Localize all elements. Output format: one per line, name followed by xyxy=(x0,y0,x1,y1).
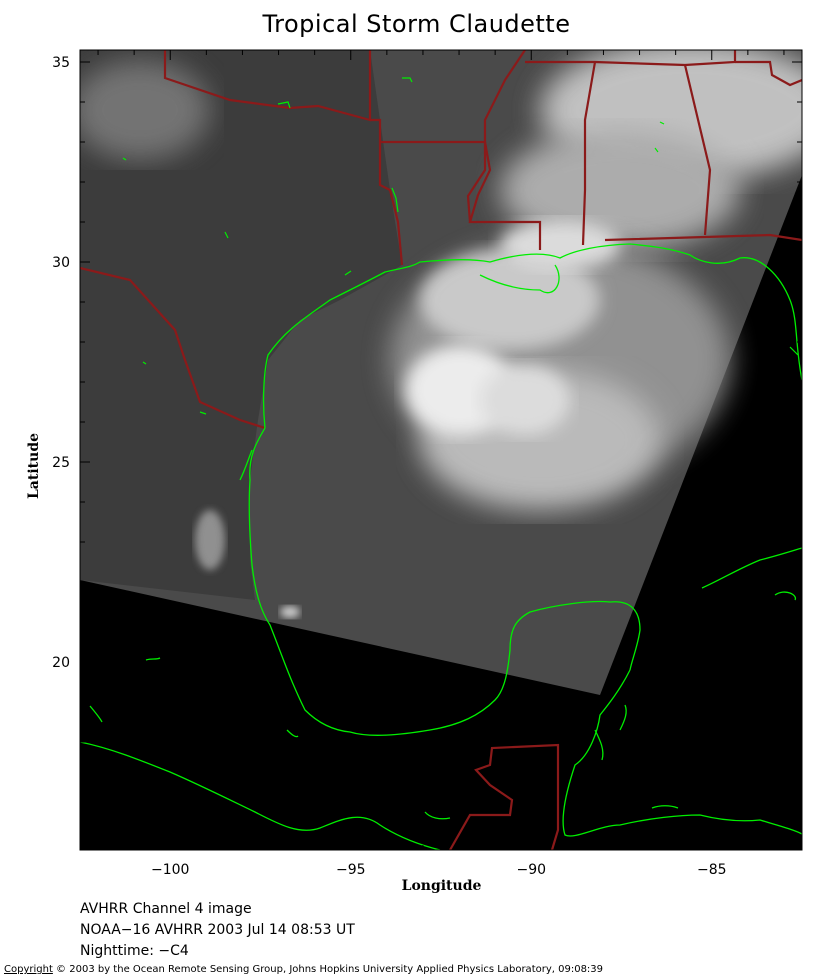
y-tick-label: 20 xyxy=(52,655,70,671)
y-tick-label: 25 xyxy=(52,455,70,471)
caption-line-3: Nighttime: −C4 xyxy=(80,943,189,959)
x-tick-labels: −100 −95 −90 −85 xyxy=(151,862,727,878)
political-borders xyxy=(80,50,802,850)
y-tick-label: 35 xyxy=(52,55,70,71)
caption-line-1: AVHRR Channel 4 image xyxy=(80,901,252,917)
copyright-notice: Copyright © 2003 by the Ocean Remote Sen… xyxy=(4,964,603,975)
x-tick-label: −85 xyxy=(697,862,727,878)
coastlines xyxy=(80,243,802,850)
copyright-word: Copyright xyxy=(4,964,53,975)
x-tick-label: −95 xyxy=(336,862,366,878)
caption-line-2: NOAA−16 AVHRR 2003 Jul 14 08:53 UT xyxy=(80,922,355,938)
x-tick-label: −90 xyxy=(516,862,546,878)
map-frame xyxy=(79,49,803,851)
map-title: Tropical Storm Claudette xyxy=(262,10,571,38)
texas-land xyxy=(80,50,402,600)
y-tick-label: 30 xyxy=(52,255,70,271)
y-tick-labels: 35 30 25 20 xyxy=(52,55,70,671)
tick-marks xyxy=(80,50,802,850)
cloud-cover xyxy=(80,50,802,618)
x-axis-label: Longitude xyxy=(401,878,482,894)
inland-lakes xyxy=(122,77,799,415)
y-axis-label: Latitude xyxy=(26,432,42,500)
x-tick-label: −100 xyxy=(151,862,189,878)
copyright-text: © 2003 by the Ocean Remote Sensing Group… xyxy=(52,964,604,975)
